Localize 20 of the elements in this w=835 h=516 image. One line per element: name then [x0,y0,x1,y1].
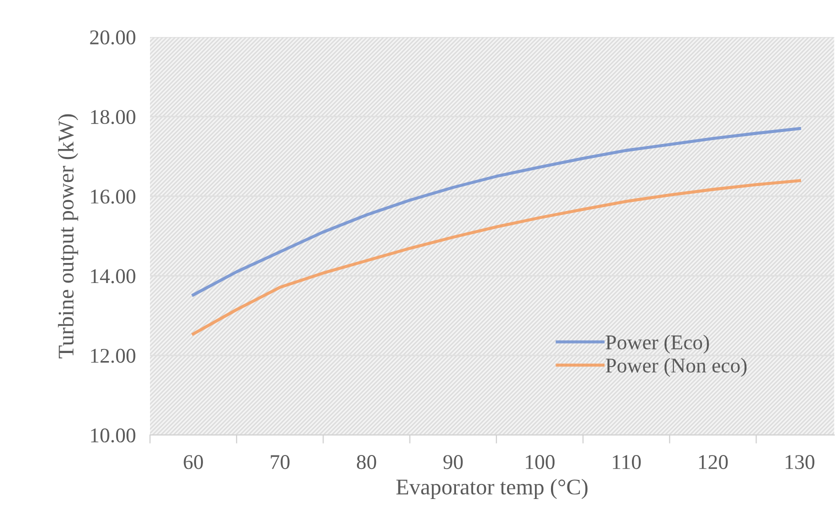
y-tick-label: 14.00 [91,269,136,284]
x-tick-label: 80 [356,455,376,470]
y-axis-title: Turbine output power (kW) [58,114,78,358]
x-tick-label: 100 [526,455,555,470]
y-tick-label: 18.00 [91,110,136,124]
x-tick-label: 60 [184,455,203,470]
line-series [192,127,802,296]
legend-label: Power (Eco) [606,334,709,354]
x-axis-title: Evaporator temp (°C) [396,478,588,500]
x-tick-label: 70 [270,455,290,470]
x-tick-label: 120 [699,455,728,470]
y-tick-label: 10.00 [91,428,136,443]
x-tick-label: 130 [786,455,814,470]
line-series [192,179,802,336]
x-tick-label: 90 [443,455,463,470]
y-tick-label: 12.00 [91,348,136,363]
x-tick-label: 110 [612,455,641,470]
y-tick-label: 16.00 [91,190,136,204]
y-tick-label: 20.00 [90,30,136,45]
legend-label: Power (Non eco) [606,358,747,377]
